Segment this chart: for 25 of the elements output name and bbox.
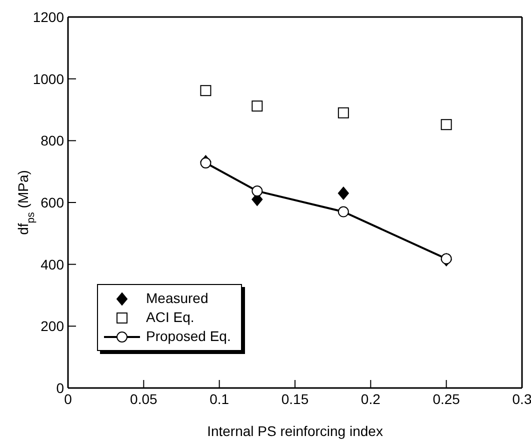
- x-tick-label: 0.3: [512, 390, 531, 407]
- x-axis-title: Internal PS reinforcing index: [207, 423, 383, 439]
- y-tick-label: 400: [40, 256, 64, 272]
- x-tick-label: 0.2: [360, 390, 381, 407]
- y-tick-label: 600: [40, 194, 64, 210]
- legend-label: Measured: [146, 289, 208, 308]
- x-tick-label: 0.1: [210, 390, 230, 407]
- y-tick-label: 0: [56, 380, 64, 396]
- point: [252, 100, 263, 112]
- point: [338, 186, 349, 200]
- point: [200, 157, 212, 168]
- x-tick-label: 0.05: [130, 390, 158, 407]
- y-tick-label: 800: [40, 132, 64, 149]
- y-tick-label: 1200: [32, 8, 64, 25]
- point: [252, 186, 263, 197]
- y-tick-label: 200: [40, 318, 64, 334]
- point: [338, 206, 349, 218]
- legend-label: Proposed Eq.: [146, 327, 231, 346]
- point: [200, 85, 212, 96]
- x-tick-label: 0.15: [281, 390, 309, 407]
- point: [338, 107, 349, 118]
- legend-label: ACI Eq.: [146, 308, 194, 327]
- y-tick-label: 1000: [32, 70, 64, 87]
- point: [440, 119, 452, 130]
- x-tick-label: 0.25: [432, 390, 460, 407]
